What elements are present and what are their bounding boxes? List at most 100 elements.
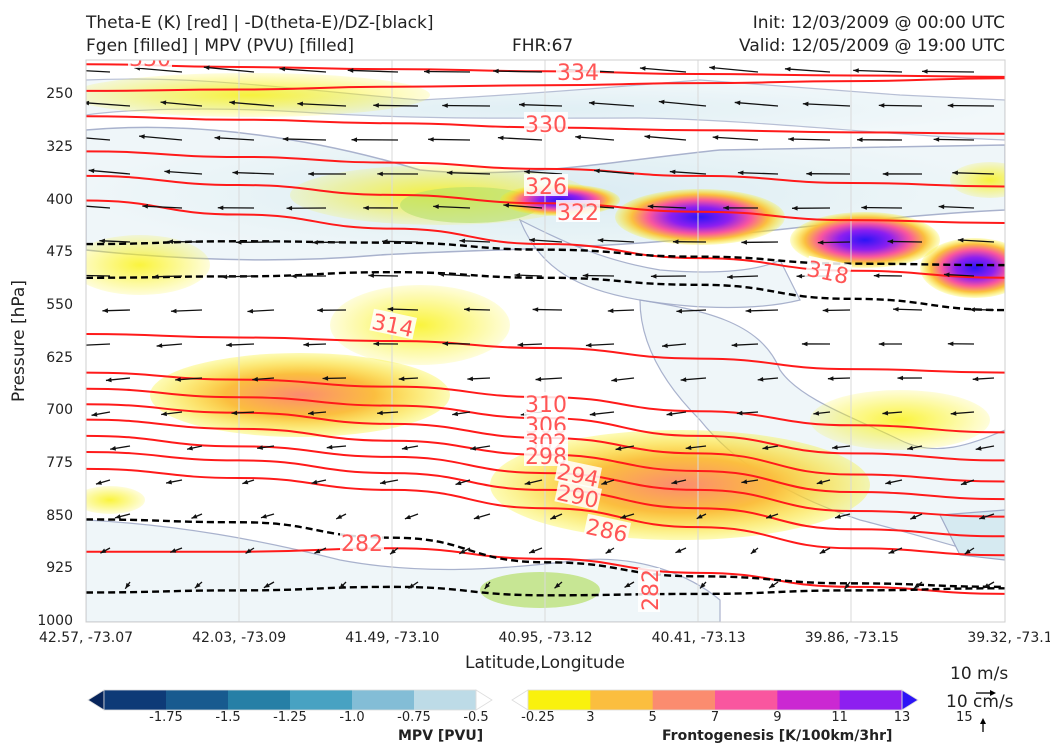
colorbar-tick-label: -1.5	[215, 710, 241, 725]
wind-vector-head	[700, 582, 706, 589]
wind-vector	[493, 70, 543, 73]
wind-vector-head	[669, 169, 676, 175]
wind-vector-head	[979, 514, 986, 520]
colorbar-swatch	[352, 690, 415, 710]
wind-vector	[86, 102, 131, 107]
wind-vector-head	[960, 480, 967, 486]
wind-vector	[878, 104, 923, 107]
theta-e-label-text: 330	[129, 47, 171, 72]
wind-vector-head	[387, 306, 394, 312]
wind-vector-head	[662, 343, 668, 348]
wind-vector-head	[404, 514, 411, 520]
wind-vector	[347, 69, 399, 73]
wind-vector	[952, 172, 995, 175]
wind-vector-head	[822, 308, 829, 313]
wind-vector-head	[428, 137, 434, 142]
fgen-colorbar-title: Frontogenesis [K/100km/3hr]	[662, 728, 893, 744]
wind-vector	[658, 100, 707, 107]
fgen-region	[480, 572, 600, 608]
theta-e-label-bg	[556, 60, 600, 82]
theta-e-label-bg	[583, 513, 632, 545]
wind-vector	[446, 171, 491, 175]
wind-vector	[709, 66, 759, 73]
wind-vector-head	[650, 273, 657, 279]
wind-vector-head	[950, 411, 957, 416]
colorbar-swatch	[715, 690, 778, 710]
wind-vector-head	[257, 445, 263, 450]
stability-contours	[86, 240, 1005, 597]
wind-vector-head	[242, 479, 249, 485]
wind-vector-head	[766, 514, 773, 519]
wind-vector-head	[326, 444, 333, 450]
theta-e-label-bg	[524, 444, 568, 466]
wind-vector-head	[611, 377, 618, 383]
theta-e-label: 314	[369, 308, 418, 343]
wind-vector-head	[308, 410, 314, 416]
wind-vector-head	[377, 410, 383, 416]
wind-vector-head	[470, 445, 477, 451]
wind-vector-head	[322, 376, 329, 381]
wind-vector-head	[817, 240, 824, 245]
wind-vector-head	[588, 100, 595, 106]
wind-vector-head	[922, 69, 928, 74]
fgen-region	[330, 285, 510, 365]
wind-vector-head	[582, 273, 589, 278]
colorbar-tick-label: 13	[893, 710, 911, 725]
wind-vector-head	[142, 203, 148, 209]
mpv-colorbar	[87, 689, 493, 711]
wind-vector-head	[235, 239, 242, 245]
wind-vector-head	[801, 341, 808, 347]
theta-e-label-text: 330	[525, 113, 567, 138]
theta-e-line	[86, 174, 1005, 224]
colorbar-swatch	[104, 690, 167, 710]
wind-vector-head	[65, 68, 71, 73]
vector-key-vertical: 10 cm/s	[946, 692, 1014, 712]
theta-e-label: 282	[638, 568, 664, 612]
wind-vector	[503, 204, 543, 209]
wind-vector-head	[933, 137, 940, 142]
wind-vector-head	[382, 239, 388, 244]
wind-vector-head	[77, 273, 83, 278]
fgen-region	[86, 486, 145, 514]
wind-vector-head	[947, 341, 954, 347]
theta-e-label: 290	[554, 479, 603, 514]
wind-vector-head	[957, 237, 964, 243]
wind-vector-head	[784, 66, 791, 72]
wind-vector-head	[497, 135, 504, 141]
wind-vector-head	[514, 272, 521, 278]
wind-vector-head	[647, 204, 654, 209]
colorbar-tick-label: -1.0	[339, 710, 365, 725]
wind-vector-head	[95, 480, 102, 485]
wind-vector-head	[467, 376, 474, 382]
wind-vector	[784, 68, 831, 73]
wind-vector	[597, 239, 635, 243]
wind-vector-head	[473, 514, 480, 520]
colorbar-swatch	[528, 690, 591, 710]
colorbar-swatch	[590, 690, 654, 710]
theta-e-label-text: 322	[557, 201, 599, 226]
wind-vector-head	[554, 582, 561, 589]
theta-e-line	[86, 467, 1005, 557]
wind-vector-head	[247, 308, 254, 314]
y-tick-label: 700	[46, 402, 73, 419]
theta-e-label-bg	[524, 392, 568, 414]
wind-vector-head	[286, 205, 293, 211]
wind-vector-head	[639, 66, 646, 71]
theta-e-label-text: 326	[525, 175, 567, 200]
wind-vector	[160, 101, 203, 107]
wind-vector	[86, 205, 111, 209]
colorbar-tick-label: -1.25	[273, 710, 307, 725]
wind-vector	[957, 239, 995, 243]
theta-e-line	[86, 434, 1005, 518]
wind-vector-head	[666, 411, 673, 417]
wind-vector-head	[102, 308, 109, 313]
wind-vector	[594, 169, 635, 175]
wind-vector-head	[377, 171, 383, 177]
wind-vector-head	[672, 239, 679, 245]
wind-vector	[712, 136, 759, 141]
wind-vector-head	[88, 168, 95, 174]
theta-e-label-bg	[524, 112, 568, 134]
wind-vector-head	[363, 205, 369, 211]
wind-vector-head	[893, 306, 899, 312]
wind-vector-head	[769, 582, 776, 589]
